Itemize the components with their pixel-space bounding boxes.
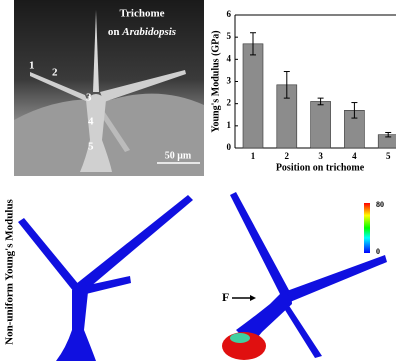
colorbar <box>364 203 370 253</box>
y-tick-label: 5 <box>227 31 232 41</box>
position-label: 4 <box>88 116 94 128</box>
uniform-model <box>18 195 193 361</box>
position-label: 5 <box>88 141 94 153</box>
nonuniform-model <box>230 192 387 358</box>
position-label: 3 <box>86 92 92 104</box>
x-axis-title: Position on trichome <box>276 162 365 173</box>
y-tick-label: 2 <box>227 98 232 108</box>
bar <box>243 44 263 148</box>
x-tick-label: 5 <box>386 151 391 161</box>
stress-hotspot <box>230 333 250 343</box>
sem-subtitle-prefix: on <box>108 26 122 38</box>
bar <box>311 101 331 148</box>
y-axis-title: Young's Modulus (GPa) <box>210 30 221 132</box>
position-label: 1 <box>29 60 35 72</box>
x-tick-label: 1 <box>251 151 256 161</box>
colorbar-max: 80 <box>376 200 384 209</box>
force-label: F <box>222 290 229 304</box>
scale-bar-label: 50 μm <box>165 150 192 161</box>
sem-panel: Trichome on Arabidopsis 1 2 3 4 5 50 μm <box>14 0 204 176</box>
force-arrowhead <box>250 295 256 301</box>
colorbar-min: 0 <box>376 247 380 256</box>
position-label: 2 <box>52 67 58 79</box>
x-tick-label: 2 <box>285 151 290 161</box>
bar-chart: 0 1 2 3 4 5 6 Young's Modulus (GPa) Position on … <box>210 9 396 173</box>
sem-title: Trichome <box>119 8 164 20</box>
y-tick-label: 6 <box>227 9 232 19</box>
y-tick-label: 4 <box>227 53 232 63</box>
y-tick-label: 3 <box>227 76 232 86</box>
y-tick-label: 1 <box>227 120 232 130</box>
x-tick-label: 3 <box>318 151 323 161</box>
side-label: Non-uniform Young's Modulus <box>4 198 16 344</box>
sem-subtitle-italic: Arabidopsis <box>121 26 176 38</box>
y-tick-label: 0 <box>227 142 232 152</box>
sem-subtitle: on Arabidopsis <box>108 26 176 38</box>
figure: Trichome on Arabidopsis 1 2 3 4 5 50 μm … <box>0 0 396 361</box>
x-tick-label: 4 <box>352 151 357 161</box>
simulation-panels: Non-uniform Young's Modulus F 80 0 <box>4 192 387 361</box>
